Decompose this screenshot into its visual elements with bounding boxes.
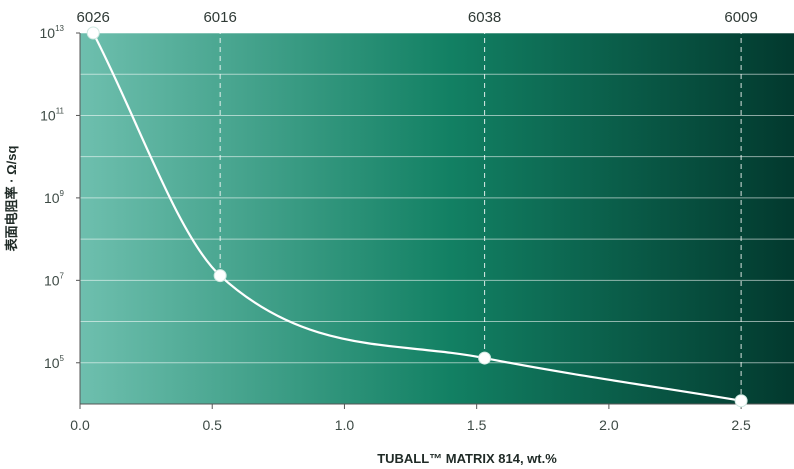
y-tick-label: 107 bbox=[44, 271, 65, 288]
x-tick-label: 2.0 bbox=[599, 417, 619, 433]
x-tick-label: 2.5 bbox=[731, 417, 751, 433]
x-tick-labels: 0.0 0.5 1.0 1.5 2.0 2.5 bbox=[70, 404, 751, 433]
gridlines bbox=[80, 32, 794, 364]
y-tick-label: 109 bbox=[44, 189, 65, 206]
x-tick-label: 1.0 bbox=[335, 417, 355, 433]
data-point bbox=[86, 26, 100, 40]
point-label: 6009 bbox=[724, 9, 757, 26]
data-points bbox=[86, 26, 748, 408]
y-tick-label: 1011 bbox=[40, 106, 64, 123]
x-axis-title: TUBALL™ MATRIX 814, wt.% bbox=[377, 451, 557, 466]
x-tick-label: 0.5 bbox=[202, 417, 222, 433]
resistivity-curve bbox=[92, 32, 742, 402]
x-tick-label: 1.5 bbox=[467, 417, 487, 433]
y-tick-label: 105 bbox=[44, 354, 65, 371]
guide-lines bbox=[219, 29, 742, 401]
data-point bbox=[734, 394, 748, 408]
point-label: 6038 bbox=[468, 9, 501, 26]
point-label: 6026 bbox=[77, 9, 110, 26]
data-point bbox=[213, 269, 227, 283]
point-label: 6016 bbox=[203, 9, 236, 26]
y-tick-labels: 105 107 109 1011 1013 bbox=[40, 24, 80, 371]
data-point bbox=[478, 351, 492, 365]
point-labels: 6026 6016 6038 6009 bbox=[77, 9, 758, 26]
x-tick-label: 0.0 bbox=[70, 417, 90, 433]
y-tick-label: 1013 bbox=[40, 24, 65, 41]
y-axis-title: 表面电阻率 · Ω/sq bbox=[4, 146, 19, 253]
plot-background bbox=[80, 33, 794, 404]
